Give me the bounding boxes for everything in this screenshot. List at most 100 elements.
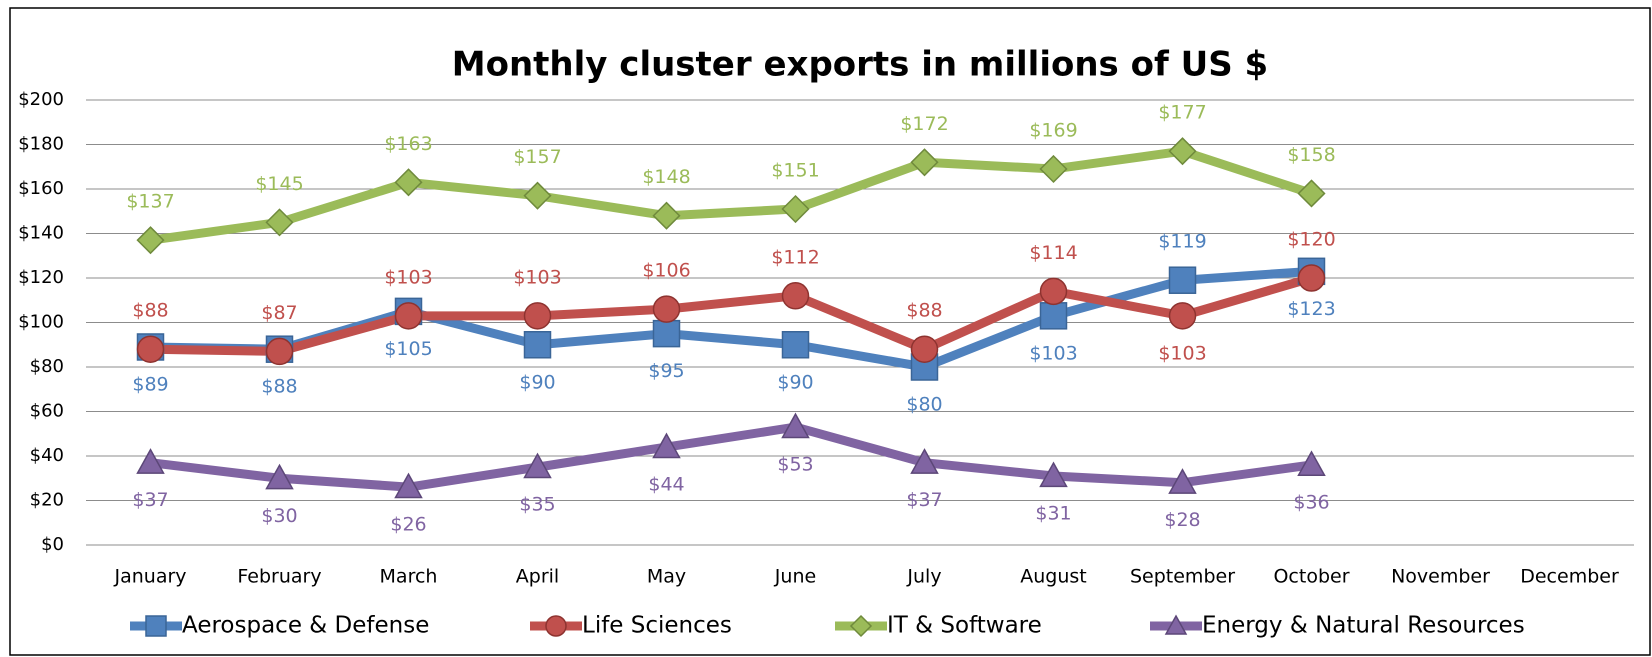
- marker: [781, 331, 810, 359]
- data-label: $30: [261, 505, 297, 527]
- data-label: $112: [771, 246, 819, 268]
- data-label: $106: [642, 260, 690, 282]
- data-label: $103: [513, 266, 561, 288]
- series-line: [149, 146, 1313, 245]
- x-tick-label: May: [647, 566, 686, 588]
- data-label: $90: [777, 371, 813, 393]
- x-tick-label: June: [774, 566, 816, 588]
- series-line: [150, 273, 1313, 356]
- marker: [910, 335, 939, 363]
- y-tick-label: $80: [30, 356, 64, 377]
- y-tick-label: $0: [41, 534, 64, 555]
- x-tick-label: March: [380, 566, 438, 588]
- marker: [394, 472, 423, 499]
- y-tick-label: $180: [18, 134, 64, 155]
- marker: [652, 319, 681, 348]
- marker: [394, 302, 423, 330]
- data-label: $114: [1029, 242, 1077, 264]
- data-label: $120: [1287, 229, 1335, 251]
- x-tick-label: January: [113, 566, 186, 588]
- marker: [136, 448, 165, 474]
- marker: [652, 432, 681, 459]
- marker: [523, 452, 552, 479]
- data-label: $88: [132, 300, 168, 322]
- data-label: $145: [255, 173, 303, 195]
- data-label: $105: [384, 338, 432, 360]
- data-label: $103: [1029, 342, 1077, 364]
- data-label: $103: [1158, 342, 1206, 364]
- marker: [652, 201, 681, 230]
- marker: [394, 168, 423, 197]
- series-line: [149, 422, 1313, 492]
- data-label: $53: [777, 454, 813, 476]
- chart-border: [9, 7, 1651, 656]
- legend-label: IT & Software: [887, 613, 1042, 639]
- x-tick-label: October: [1273, 566, 1349, 588]
- y-tick-label: $140: [18, 223, 64, 244]
- legend-label: Aerospace & Defense: [182, 613, 429, 639]
- data-label: $88: [261, 376, 297, 398]
- data-label: $31: [1035, 503, 1071, 525]
- data-label: $169: [1029, 119, 1077, 141]
- legend-marker: [849, 614, 873, 638]
- legend-marker: [545, 615, 567, 637]
- x-tick-label: February: [237, 566, 321, 588]
- data-label: $151: [771, 160, 819, 182]
- legend-marker: [145, 615, 167, 637]
- data-label: $95: [648, 360, 684, 382]
- data-label: $28: [1164, 509, 1200, 531]
- marker: [1297, 450, 1326, 477]
- marker: [910, 148, 939, 177]
- legend-label: Energy & Natural Resources: [1202, 613, 1525, 639]
- marker: [781, 412, 810, 439]
- marker: [523, 181, 552, 210]
- data-label: $37: [132, 489, 168, 511]
- data-label: $88: [906, 300, 942, 322]
- data-label: $80: [906, 394, 942, 416]
- marker: [652, 295, 681, 323]
- data-label: $37: [906, 489, 942, 511]
- marker: [1039, 154, 1068, 184]
- marker: [781, 194, 810, 224]
- data-label: $119: [1158, 231, 1206, 253]
- x-tick-label: April: [516, 566, 559, 588]
- data-label: $177: [1158, 102, 1206, 124]
- y-tick-label: $200: [18, 89, 64, 110]
- y-tick-label: $120: [18, 267, 64, 288]
- marker: [523, 331, 552, 359]
- data-label: $172: [900, 113, 948, 135]
- marker: [1039, 461, 1068, 488]
- y-tick-label: $160: [18, 178, 64, 199]
- x-tick-label: July: [906, 566, 941, 588]
- data-label: $123: [1287, 298, 1335, 320]
- data-label: $26: [390, 514, 426, 536]
- data-label: $148: [642, 166, 690, 188]
- x-tick-label: August: [1020, 566, 1087, 588]
- marker: [1168, 302, 1197, 330]
- marker: [265, 208, 294, 237]
- data-label: $89: [132, 373, 168, 395]
- marker: [1297, 179, 1326, 208]
- marker: [136, 335, 165, 363]
- data-label: $90: [519, 371, 555, 393]
- marker: [1039, 277, 1068, 306]
- legend-label: Life Sciences: [582, 613, 732, 639]
- y-tick-label: $100: [18, 312, 64, 333]
- marker: [1297, 264, 1326, 292]
- data-label: $87: [261, 302, 297, 324]
- y-tick-label: $20: [30, 490, 64, 511]
- chart-title: Monthly cluster exports in millions of U…: [452, 45, 1268, 85]
- data-label: $157: [513, 146, 561, 168]
- data-label: $36: [1293, 491, 1329, 513]
- legend-marker: [1164, 614, 1188, 635]
- marker: [523, 302, 552, 330]
- marker: [1168, 468, 1197, 494]
- y-tick-label: $40: [30, 445, 64, 466]
- data-label: $44: [648, 474, 684, 496]
- marker: [265, 463, 294, 490]
- y-tick-label: $60: [30, 401, 64, 422]
- marker: [1168, 137, 1197, 166]
- x-tick-label: September: [1130, 566, 1235, 588]
- x-tick-label: December: [1520, 566, 1619, 588]
